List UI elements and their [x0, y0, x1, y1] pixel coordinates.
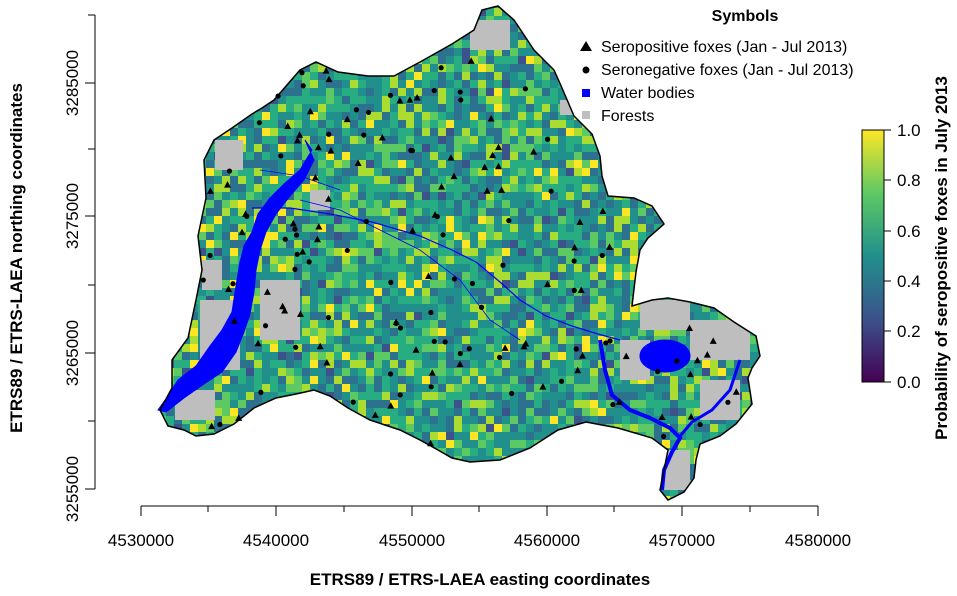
legend-label: Seronegative foxes (Jan - Jul 2013) — [601, 62, 854, 79]
y-tick-label: 3275000 — [63, 183, 82, 249]
forest-square-icon — [582, 111, 590, 119]
legend-item-forests: Forests — [582, 108, 654, 125]
colorbar: 0.0 0.2 0.4 0.6 0.8 1.0 Probability of s… — [861, 76, 951, 440]
x-tick-4570000: 4570000 — [649, 506, 715, 550]
legend-item-seropositive: Seropositive foxes (Jan - Jul 2013) — [580, 39, 847, 56]
x-tick-label: 4570000 — [649, 531, 715, 550]
legend-item-seronegative: Seronegative foxes (Jan - Jul 2013) — [582, 62, 854, 79]
x-tick-label: 4530000 — [108, 531, 174, 550]
x-tick-label: 4560000 — [514, 531, 580, 550]
y-tick-3265000: 3265000 — [63, 320, 95, 386]
y-tick-label: 3265000 — [63, 320, 82, 386]
legend-title: Symbols — [712, 8, 779, 25]
colorbar-tick-label: 0.0 — [897, 373, 921, 392]
x-tick-label: 4550000 — [379, 531, 445, 550]
y-axis: 3255000 3265000 3275000 3285000 — [63, 14, 95, 522]
x-tick-label: 4580000 — [785, 531, 851, 550]
x-tick-4550000: 4550000 — [379, 506, 445, 550]
y-axis-title: ETRS89 / ETRS-LAEA northing coordinates — [7, 83, 26, 433]
x-tick-4580000: 4580000 — [785, 506, 851, 550]
legend-item-water: Water bodies — [582, 85, 695, 102]
legend-label: Seropositive foxes (Jan - Jul 2013) — [601, 39, 847, 56]
y-tick-3285000: 3285000 — [63, 50, 95, 116]
x-tick-label: 4540000 — [243, 531, 309, 550]
colorbar-tick-label: 0.8 — [897, 171, 921, 190]
y-tick-label: 3285000 — [63, 50, 82, 116]
symbols-legend: Symbols Seropositive foxes (Jan - Jul 20… — [580, 8, 854, 125]
colorbar-tick-label: 0.4 — [897, 272, 921, 291]
legend-label: Forests — [601, 108, 654, 125]
colorbar-gradient — [861, 129, 885, 383]
legend-label: Water bodies — [601, 85, 695, 102]
circle-icon — [582, 66, 590, 74]
x-tick-4540000: 4540000 — [243, 506, 309, 550]
colorbar-tick-label: 0.6 — [897, 222, 921, 241]
fox-sample-points — [200, 57, 740, 447]
colorbar-tick-label: 0.2 — [897, 322, 921, 341]
y-tick-3255000: 3255000 — [63, 456, 95, 522]
colorbar-tick-label: 1.0 — [897, 121, 921, 140]
x-tick-4560000: 4560000 — [514, 506, 580, 550]
y-tick-3275000: 3275000 — [63, 183, 95, 249]
x-tick-4530000: 4530000 — [108, 506, 174, 550]
x-axis-title: ETRS89 / ETRS-LAEA easting coordinates — [310, 570, 650, 589]
colorbar-title: Probability of seropositive foxes in Jul… — [932, 76, 951, 440]
water-square-icon — [582, 89, 590, 97]
y-tick-label: 3255000 — [63, 456, 82, 522]
x-axis: 4530000 4540000 4550000 4560000 4570000 … — [108, 506, 851, 550]
triangle-icon — [580, 41, 592, 51]
water-bodies — [157, 139, 742, 491]
